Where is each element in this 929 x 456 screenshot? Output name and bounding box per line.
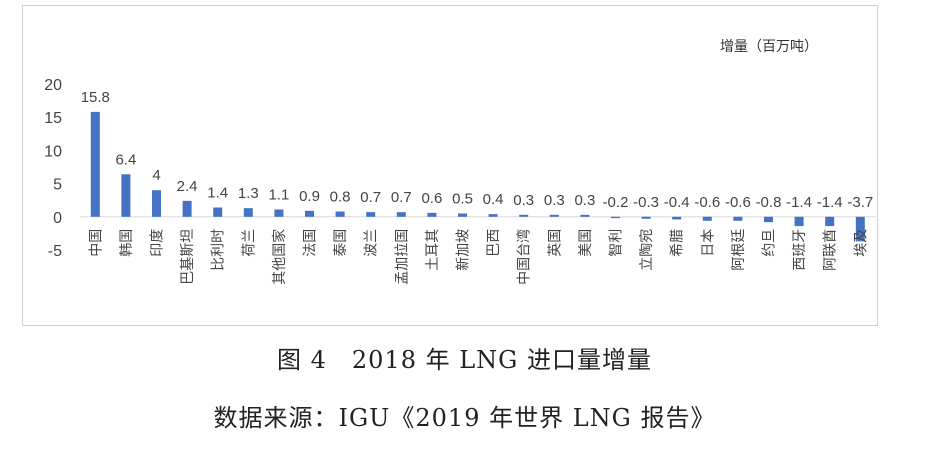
- value-label: 6.4: [115, 151, 136, 168]
- value-label: 0.7: [391, 189, 412, 206]
- bar: [764, 216, 773, 223]
- bar: [519, 214, 529, 217]
- bar: [733, 216, 743, 221]
- category-label: 韩国: [119, 229, 135, 257]
- y-tick-label: 5: [53, 177, 62, 194]
- category-label: 日本: [700, 229, 716, 257]
- bar: [152, 190, 161, 217]
- figure-title: 图 4 2018 年 LNG 进口量增量: [277, 346, 652, 374]
- bar: [672, 216, 682, 220]
- value-label: 1.1: [268, 186, 289, 203]
- value-label: -1.4: [786, 194, 812, 211]
- bar: [90, 111, 100, 217]
- y-tick-label: 0: [53, 210, 62, 227]
- bar: [458, 213, 467, 217]
- category-labels: 中国 韩国 印度 巴基斯坦 比利时 荷兰 其他国家 法国 泰国 波兰 孟加拉国 土耳其 新加坡 巴西 中国台…: [88, 229, 869, 285]
- value-labels: 15.8 6.4 4 2.4 1.4 1.3 1.1 0.9 0.8 0.7 0.7 0.6 0.5 0.…: [81, 89, 874, 211]
- bar: [427, 212, 437, 217]
- value-label: 1.3: [238, 185, 259, 202]
- y-unit-label: 增量（百万吨）: [720, 39, 818, 55]
- value-label: -0.2: [603, 194, 629, 211]
- category-label: 智利: [609, 229, 625, 257]
- value-label: -3.7: [847, 194, 873, 211]
- bar: [855, 216, 865, 242]
- value-label: -0.6: [694, 194, 720, 211]
- category-label: 立陶宛: [639, 229, 655, 271]
- category-label: 孟加拉国: [394, 229, 410, 285]
- category-label: 约旦: [762, 229, 778, 257]
- category-label: 英国: [546, 229, 563, 257]
- y-tick-label: -5: [48, 243, 62, 260]
- bar: [121, 174, 131, 217]
- category-label: 印度: [150, 229, 166, 257]
- bar: [580, 214, 590, 217]
- bar: [794, 216, 804, 227]
- value-label: -0.8: [756, 194, 782, 211]
- category-label: 荷兰: [241, 229, 257, 257]
- value-label: 15.8: [81, 89, 110, 106]
- value-label: 0.6: [421, 190, 442, 207]
- value-label: -0.4: [664, 194, 690, 211]
- y-tick-label: 15: [44, 110, 62, 127]
- bar: [335, 211, 345, 217]
- bar: [274, 209, 284, 217]
- value-label: 1.4: [207, 185, 228, 202]
- value-label: 0.8: [330, 188, 351, 205]
- category-label: 西班牙: [792, 229, 808, 271]
- bar: [366, 212, 376, 217]
- value-label: 0.4: [483, 191, 504, 208]
- value-label: 0.3: [513, 192, 534, 209]
- bar: [825, 216, 835, 227]
- category-label: 希腊: [670, 229, 686, 257]
- bar: [243, 208, 253, 217]
- category-label: 比利时: [211, 229, 227, 271]
- value-label: 2.4: [177, 178, 198, 195]
- category-label: 中国台湾: [516, 229, 533, 285]
- value-label: -0.6: [725, 194, 751, 211]
- category-label: 法国: [303, 229, 319, 257]
- bar-chart: 20 15 10 5 0 -5 15.8 6.4 4 2.4 1.4 1.3 1.1 0.9 0.8 0.7…: [44, 77, 876, 285]
- category-label: 波兰: [364, 229, 380, 257]
- value-label: 0.5: [452, 190, 473, 207]
- value-label: -0.3: [633, 194, 659, 211]
- category-label: 土耳其: [425, 229, 441, 271]
- y-tick-label: 10: [44, 143, 62, 160]
- value-label: 0.7: [360, 189, 381, 206]
- chart-frame: [22, 5, 878, 326]
- category-label: 埃及: [853, 229, 869, 257]
- category-label: 巴基斯坦: [179, 229, 196, 285]
- bars: [90, 111, 865, 242]
- category-label: 其他国家: [271, 229, 288, 285]
- category-label: 中国: [88, 229, 104, 257]
- bar: [702, 216, 712, 221]
- category-label: 新加坡: [456, 229, 472, 271]
- bar: [488, 214, 498, 217]
- bar: [396, 212, 406, 217]
- bar: [549, 214, 559, 217]
- bar: [305, 210, 314, 217]
- y-tick-label: 20: [44, 77, 62, 94]
- bar: [611, 216, 620, 219]
- category-label: 巴西: [486, 229, 502, 257]
- value-label: 4: [152, 167, 160, 184]
- category-label: 阿联酋: [822, 229, 839, 271]
- value-label: 0.3: [544, 192, 565, 209]
- value-label: -1.4: [817, 194, 843, 211]
- bar: [182, 200, 192, 217]
- figure-source: 数据来源：IGU《2019 年世界 LNG 报告》: [213, 404, 716, 432]
- category-label: 美国: [578, 229, 594, 257]
- bar: [641, 216, 651, 219]
- y-axis: 20 15 10 5 0 -5: [44, 77, 62, 260]
- category-label: 阿根廷: [731, 229, 747, 271]
- value-label: 0.9: [299, 188, 320, 205]
- value-label: 0.3: [574, 192, 595, 209]
- category-label: 泰国: [333, 229, 349, 257]
- bar: [213, 207, 223, 217]
